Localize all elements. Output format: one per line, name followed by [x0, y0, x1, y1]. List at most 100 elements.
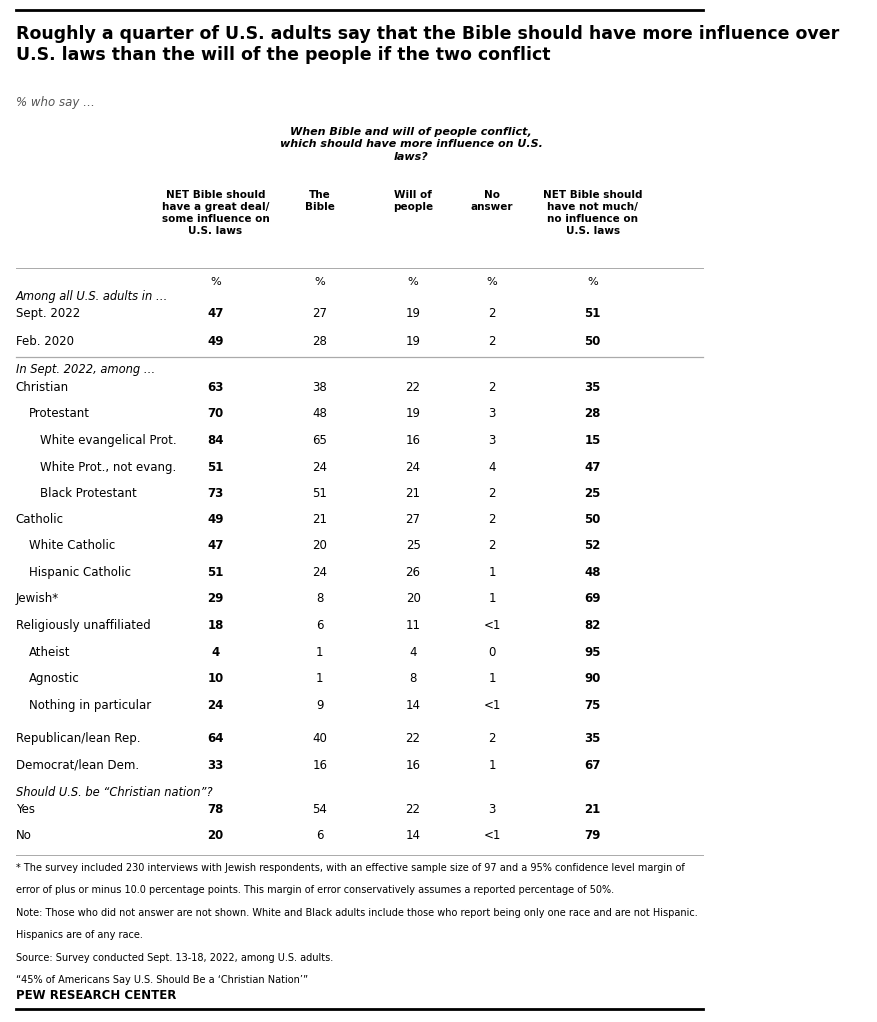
Text: 48: 48 — [584, 566, 601, 578]
Text: 2: 2 — [488, 335, 496, 347]
Text: 16: 16 — [406, 434, 421, 447]
Text: 14: 14 — [406, 699, 421, 711]
Text: 25: 25 — [585, 487, 601, 500]
Text: 38: 38 — [312, 381, 327, 393]
Text: 8: 8 — [410, 672, 417, 685]
Text: 20: 20 — [406, 593, 421, 605]
Text: 1: 1 — [488, 593, 496, 605]
Text: In Sept. 2022, among …: In Sept. 2022, among … — [16, 364, 155, 376]
Text: Catholic: Catholic — [16, 513, 64, 525]
Text: 20: 20 — [312, 540, 327, 552]
Text: White evangelical Prot.: White evangelical Prot. — [39, 434, 176, 447]
Text: 35: 35 — [585, 733, 601, 745]
Text: 70: 70 — [208, 408, 224, 420]
Text: 24: 24 — [207, 699, 224, 711]
Text: 54: 54 — [312, 803, 327, 816]
Text: When Bible and will of people conflict,
which should have more influence on U.S.: When Bible and will of people conflict, … — [280, 127, 542, 161]
Text: 14: 14 — [406, 830, 421, 842]
Text: % who say …: % who say … — [16, 96, 95, 109]
Text: 25: 25 — [406, 540, 421, 552]
Text: 29: 29 — [207, 593, 224, 605]
Text: 27: 27 — [312, 308, 327, 320]
Text: Among all U.S. adults in …: Among all U.S. adults in … — [16, 290, 168, 303]
Text: 16: 16 — [312, 759, 327, 772]
Text: 16: 16 — [406, 759, 421, 772]
Text: Religiously unaffiliated: Religiously unaffiliated — [16, 619, 151, 632]
Text: 75: 75 — [585, 699, 601, 711]
Text: <1: <1 — [483, 699, 501, 711]
Text: 1: 1 — [316, 672, 324, 685]
Text: PEW RESEARCH CENTER: PEW RESEARCH CENTER — [16, 989, 176, 1002]
Text: White Prot., not evang.: White Prot., not evang. — [39, 461, 175, 473]
Text: Sept. 2022: Sept. 2022 — [16, 308, 80, 320]
Text: 15: 15 — [585, 434, 601, 447]
Text: Feb. 2020: Feb. 2020 — [16, 335, 74, 347]
Text: 19: 19 — [406, 308, 421, 320]
Text: 65: 65 — [312, 434, 327, 447]
Text: Hispanics are of any race.: Hispanics are of any race. — [16, 930, 143, 940]
Text: The
Bible: The Bible — [305, 190, 335, 213]
Text: Atheist: Atheist — [29, 646, 70, 658]
Text: No: No — [16, 830, 32, 842]
Text: 69: 69 — [584, 593, 601, 605]
Text: 49: 49 — [207, 335, 224, 347]
Text: 82: 82 — [585, 619, 601, 632]
Text: 1: 1 — [488, 759, 496, 772]
Text: 51: 51 — [585, 308, 601, 320]
Text: 1: 1 — [488, 672, 496, 685]
Text: 4: 4 — [488, 461, 496, 473]
Text: Note: Those who did not answer are not shown. White and Black adults include tho: Note: Those who did not answer are not s… — [16, 908, 697, 918]
Text: NET Bible should
have a great deal/
some influence on
U.S. laws: NET Bible should have a great deal/ some… — [161, 190, 269, 236]
Text: 40: 40 — [312, 733, 327, 745]
Text: “45% of Americans Say U.S. Should Be a ‘Christian Nation’”: “45% of Americans Say U.S. Should Be a ‘… — [16, 975, 308, 985]
Text: 48: 48 — [312, 408, 327, 420]
Text: 10: 10 — [208, 672, 224, 685]
Text: 64: 64 — [207, 733, 224, 745]
Text: 27: 27 — [406, 513, 421, 525]
Text: * The survey included 230 interviews with Jewish respondents, with an effective : * The survey included 230 interviews wit… — [16, 863, 685, 873]
Text: 28: 28 — [585, 408, 601, 420]
Text: 95: 95 — [584, 646, 601, 658]
Text: Nothing in particular: Nothing in particular — [29, 699, 151, 711]
Text: 78: 78 — [207, 803, 224, 816]
Text: 2: 2 — [488, 487, 496, 500]
Text: White Catholic: White Catholic — [29, 540, 115, 552]
Text: 50: 50 — [585, 335, 601, 347]
Text: Should U.S. be “Christian nation”?: Should U.S. be “Christian nation”? — [16, 786, 212, 798]
Text: 4: 4 — [410, 646, 417, 658]
Text: Source: Survey conducted Sept. 13-18, 2022, among U.S. adults.: Source: Survey conducted Sept. 13-18, 20… — [16, 953, 333, 963]
Text: 24: 24 — [312, 461, 327, 473]
Text: 63: 63 — [207, 381, 224, 393]
Text: 47: 47 — [585, 461, 601, 473]
Text: 49: 49 — [207, 513, 224, 525]
Text: error of plus or minus 10.0 percentage points. This margin of error conservative: error of plus or minus 10.0 percentage p… — [16, 885, 614, 895]
Text: 47: 47 — [207, 540, 224, 552]
Text: 28: 28 — [312, 335, 327, 347]
Text: 19: 19 — [406, 335, 421, 347]
Text: 8: 8 — [316, 593, 324, 605]
Text: %: % — [210, 277, 221, 287]
Text: 20: 20 — [208, 830, 224, 842]
Text: 21: 21 — [585, 803, 601, 816]
Text: 22: 22 — [406, 803, 421, 816]
Text: 2: 2 — [488, 540, 496, 552]
Text: <1: <1 — [483, 830, 501, 842]
Text: 2: 2 — [488, 381, 496, 393]
Text: 6: 6 — [316, 619, 324, 632]
Text: %: % — [314, 277, 325, 287]
Text: Roughly a quarter of U.S. adults say that the Bible should have more influence o: Roughly a quarter of U.S. adults say tha… — [16, 25, 839, 64]
Text: 22: 22 — [406, 733, 421, 745]
Text: 0: 0 — [488, 646, 496, 658]
Text: Will of
people: Will of people — [393, 190, 433, 213]
Text: 52: 52 — [585, 540, 601, 552]
Text: NET Bible should
have not much/
no influence on
U.S. laws: NET Bible should have not much/ no influ… — [543, 190, 643, 236]
Text: Yes: Yes — [16, 803, 35, 816]
Text: 2: 2 — [488, 513, 496, 525]
Text: 26: 26 — [406, 566, 421, 578]
Text: 3: 3 — [488, 408, 496, 420]
Text: 51: 51 — [207, 566, 224, 578]
Text: 33: 33 — [208, 759, 224, 772]
Text: Christian: Christian — [16, 381, 69, 393]
Text: Black Protestant: Black Protestant — [39, 487, 136, 500]
Text: 3: 3 — [488, 434, 496, 447]
